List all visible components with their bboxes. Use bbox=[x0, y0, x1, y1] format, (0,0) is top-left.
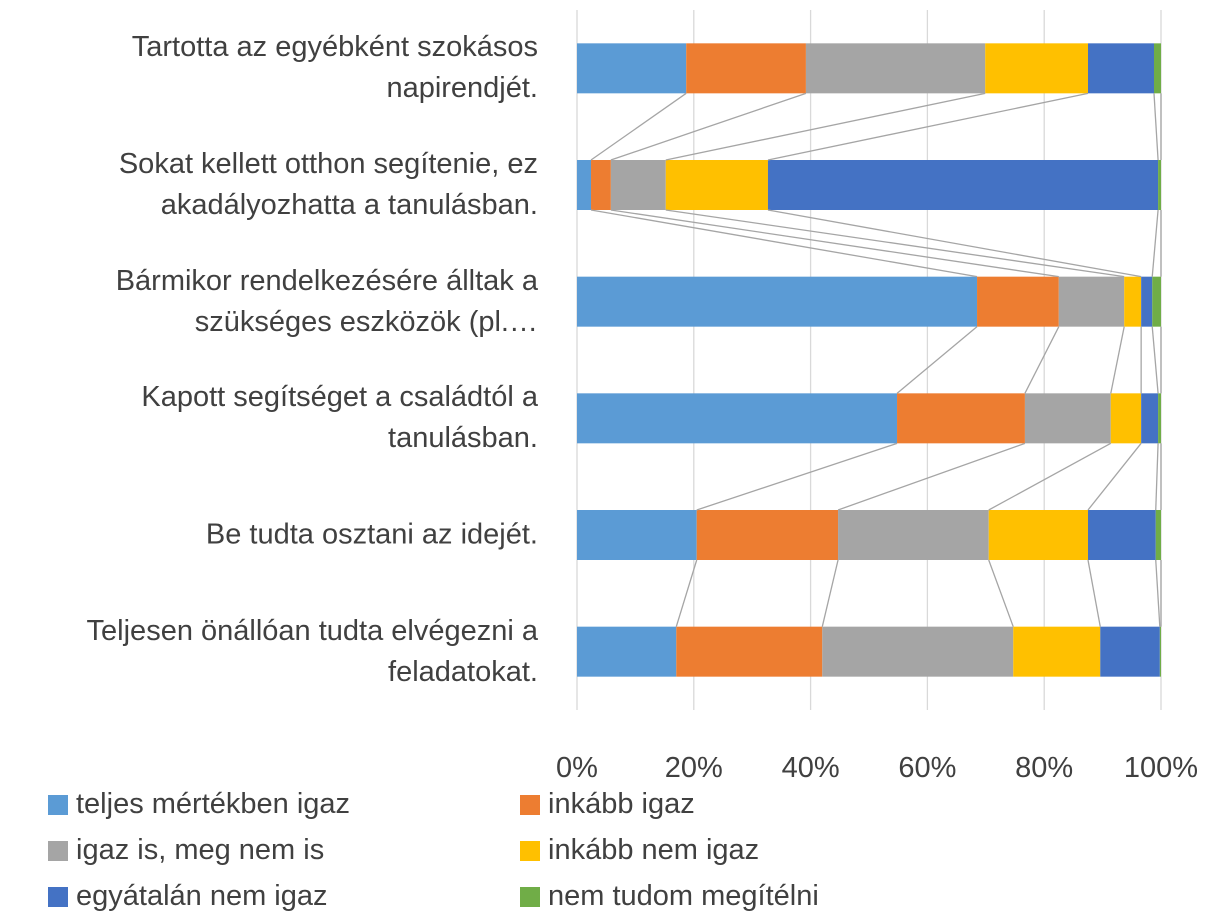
legend-swatch bbox=[48, 840, 68, 861]
series-line bbox=[1153, 93, 1159, 161]
bar-segment bbox=[1110, 393, 1142, 444]
bar-segment bbox=[1141, 393, 1159, 444]
bar-segment bbox=[985, 43, 1088, 94]
bar-segment bbox=[822, 626, 1014, 677]
bar-segment bbox=[665, 160, 768, 210]
bar-segment bbox=[1088, 43, 1154, 94]
series-line bbox=[1151, 326, 1159, 394]
legend-item: teljes mértékben igaz bbox=[48, 788, 350, 821]
bar-segment bbox=[577, 160, 592, 210]
x-tick-label: 0% bbox=[556, 752, 598, 784]
category-label: Bármikor rendelkezésére álltak a szükség… bbox=[115, 264, 538, 338]
legend-item: igaz is, meg nem is bbox=[48, 834, 324, 867]
series-line bbox=[675, 559, 698, 627]
bar-segment bbox=[1158, 393, 1161, 444]
legend-item: egyátalán nem igaz bbox=[48, 880, 328, 913]
x-tick-label: 20% bbox=[664, 752, 723, 784]
bar-segment bbox=[1100, 626, 1160, 677]
bar-segment bbox=[767, 160, 1159, 210]
category-label: Sokat kellett otthon segítenie, ez akadá… bbox=[118, 148, 538, 221]
legend-swatch bbox=[520, 794, 540, 815]
bar-segment bbox=[1124, 276, 1142, 327]
series-line bbox=[665, 209, 1125, 278]
bar-segment bbox=[1024, 393, 1111, 444]
bar-segment bbox=[1141, 276, 1153, 327]
legend-label: teljes mértékben igaz bbox=[76, 788, 351, 820]
series-line bbox=[1155, 443, 1159, 511]
series-line bbox=[1151, 209, 1159, 277]
bar-segment bbox=[1159, 626, 1161, 677]
bar-segment bbox=[577, 626, 677, 677]
legend-item: inkább nem igaz bbox=[520, 834, 759, 867]
bar-segment bbox=[686, 43, 806, 94]
series-line bbox=[837, 442, 1026, 511]
legend-label: inkább nem igaz bbox=[548, 834, 760, 866]
bar-segment bbox=[1013, 626, 1101, 677]
legend-item: nem tudom megítélni bbox=[520, 880, 819, 913]
series-line bbox=[988, 442, 1112, 511]
x-tick-label: 100% bbox=[1123, 752, 1199, 784]
series-line bbox=[1087, 442, 1142, 511]
series-line bbox=[590, 92, 687, 161]
bar-segment bbox=[897, 393, 1025, 444]
series-line bbox=[1024, 326, 1060, 394]
series-line bbox=[1110, 326, 1125, 394]
series-line bbox=[1087, 559, 1101, 627]
legend-swatch bbox=[520, 886, 540, 907]
bar-segment bbox=[1153, 43, 1161, 94]
bar-segment bbox=[591, 160, 611, 210]
series-line bbox=[767, 209, 1142, 278]
series-line bbox=[610, 209, 1059, 278]
bar-segment bbox=[577, 510, 697, 560]
x-tick-label: 80% bbox=[1015, 752, 1074, 784]
bar-segment bbox=[610, 160, 666, 210]
bar-segment bbox=[805, 43, 986, 94]
bar-segment bbox=[988, 510, 1088, 560]
legend-label: inkább igaz bbox=[548, 788, 695, 820]
bar-segment bbox=[1155, 510, 1161, 560]
bar-segment bbox=[577, 43, 687, 94]
bar-segment bbox=[838, 510, 989, 560]
legend-label: egyátalán nem igaz bbox=[76, 880, 328, 912]
series-line bbox=[821, 559, 839, 627]
series-line bbox=[610, 92, 807, 161]
legend-label: nem tudom megítélni bbox=[548, 880, 819, 912]
series-line bbox=[988, 559, 1014, 627]
legend-swatch bbox=[48, 886, 68, 907]
bar-segment bbox=[1158, 160, 1161, 210]
bar-segment bbox=[696, 510, 839, 560]
bar-segment bbox=[1152, 276, 1161, 327]
series-line bbox=[896, 326, 978, 394]
legend-label: igaz is, meg nem is bbox=[76, 834, 325, 866]
series-line bbox=[767, 92, 1089, 161]
series-line bbox=[590, 209, 978, 278]
bar-segment bbox=[1088, 510, 1156, 560]
bar-segment bbox=[577, 276, 978, 327]
legend-swatch bbox=[520, 840, 540, 861]
bar-segment bbox=[1058, 276, 1125, 327]
series-line bbox=[665, 92, 986, 161]
bar-segment bbox=[676, 626, 823, 677]
category-label: Teljesen önállóan tudta elvégezni a fela… bbox=[86, 614, 538, 688]
bar-segment bbox=[977, 276, 1059, 327]
legend-swatch bbox=[48, 794, 68, 815]
legend-item: inkább igaz bbox=[520, 788, 695, 821]
bar-segment bbox=[577, 393, 898, 444]
series-line bbox=[1155, 559, 1161, 627]
x-tick-label: 60% bbox=[898, 752, 957, 784]
x-tick-label: 40% bbox=[781, 752, 840, 784]
series-line bbox=[696, 442, 898, 511]
category-label: Kapott segítséget a családtól a tanulásb… bbox=[141, 381, 538, 455]
category-label: Tartotta az egyébként szokásos napirendj… bbox=[131, 31, 538, 105]
category-label: Be tudta osztani az idejét. bbox=[205, 518, 538, 551]
